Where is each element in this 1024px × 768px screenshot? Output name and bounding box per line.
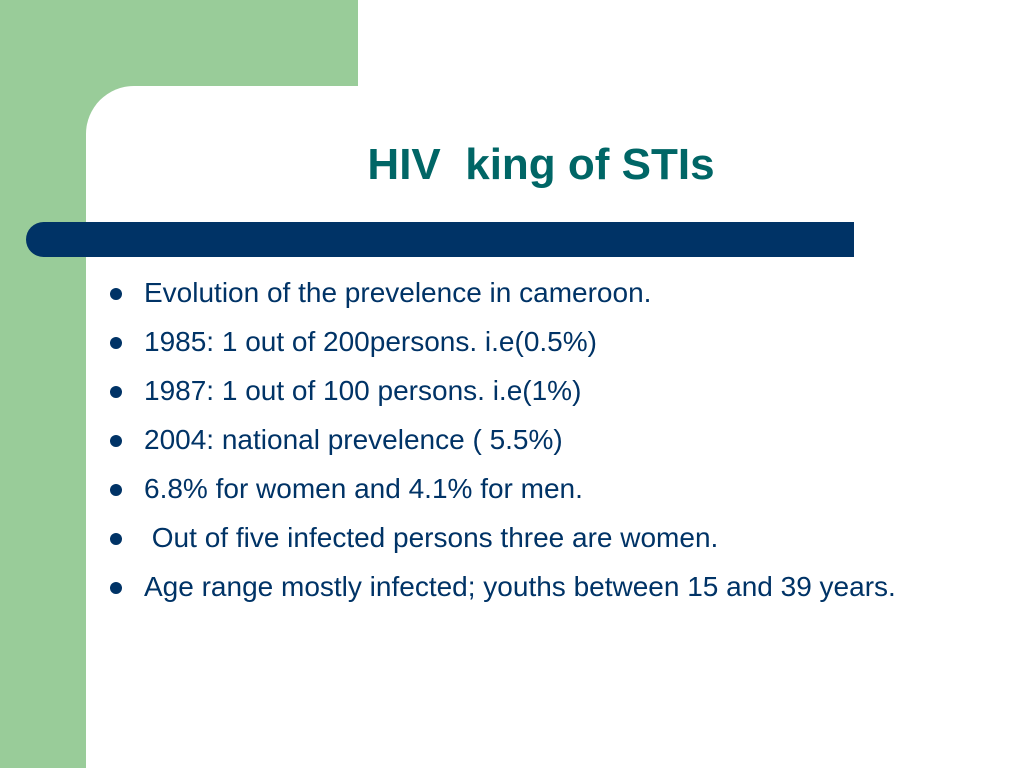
slide-title: HIV king of STIs xyxy=(367,140,715,189)
bullet: 1985: 1 out of 200persons. i.e(0.5%) xyxy=(108,323,908,361)
title-bar xyxy=(26,222,854,257)
content-panel xyxy=(86,86,1024,768)
bullet: Age range mostly infected; youths betwee… xyxy=(108,568,908,606)
bullet: Evolution of the prevelence in cameroon. xyxy=(108,274,908,312)
bullet: 1987: 1 out of 100 persons. i.e(1%) xyxy=(108,372,908,410)
bullet: 2004: national prevelence ( 5.5%) xyxy=(108,421,908,459)
bullet: 6.8% for women and 4.1% for men. xyxy=(108,470,908,508)
bullet-list: Evolution of the prevelence in cameroon.… xyxy=(108,274,908,617)
bullet: Out of five infected persons three are w… xyxy=(108,519,908,557)
